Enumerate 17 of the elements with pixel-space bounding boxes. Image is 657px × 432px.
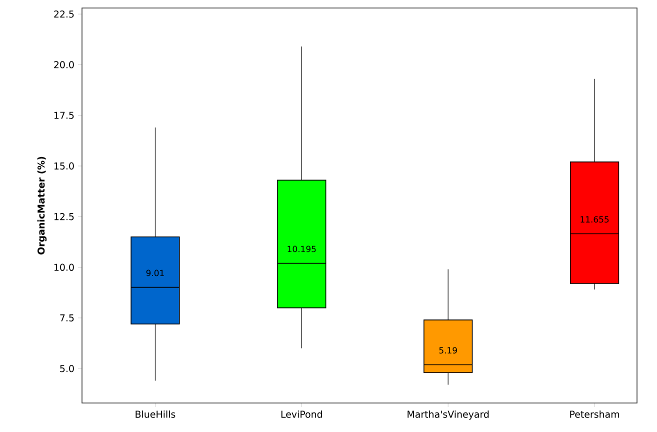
x-tick-label: Petersham xyxy=(570,410,620,418)
y-tick-label: 12.5 xyxy=(54,213,74,220)
x-tick-label: Martha'sVineyard xyxy=(408,410,489,420)
x-tick-label: BlueHills xyxy=(136,410,176,418)
y-tick-label: 17.5 xyxy=(54,112,74,119)
text: 10.195 xyxy=(288,246,316,252)
text: 5.19 xyxy=(439,347,457,354)
text: 11.655 xyxy=(580,216,609,223)
x-tick-label: LeviPond xyxy=(281,410,322,418)
y-tick-label: 7.5 xyxy=(60,314,74,322)
text: 9.01 xyxy=(146,270,164,276)
y-tick-label: 5.0 xyxy=(60,364,74,372)
y-axis-title: OrganicMatter (%) xyxy=(37,156,47,254)
y-tick-label: 20.0 xyxy=(54,61,74,68)
y-tick-label: 15.0 xyxy=(54,162,74,170)
y-tick-label: 10.0 xyxy=(54,264,74,271)
y-tick-label: 22.5 xyxy=(54,10,74,18)
